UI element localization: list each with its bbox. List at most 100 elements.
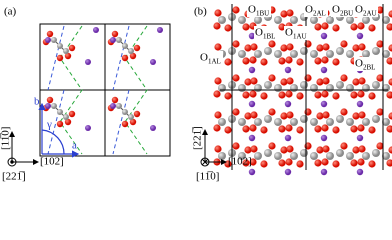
lattice-vectors	[38, 102, 80, 158]
carbon-atom	[310, 84, 318, 92]
panel-a-frame	[39, 23, 171, 157]
atom-label-sub: 2AU	[363, 10, 377, 18]
label-bg	[247, 3, 271, 17]
carbon-atom	[274, 84, 282, 92]
atom-label: O	[355, 58, 363, 70]
axis-label: [11̅0]	[0, 127, 12, 150]
guide-line	[59, 25, 83, 155]
carbon-atom	[300, 81, 308, 89]
potassium-atom	[248, 100, 256, 108]
axes-a	[7, 131, 39, 167]
carbon-atom	[218, 118, 226, 126]
oxygen-atom	[358, 77, 366, 85]
oxygen-atom	[340, 74, 348, 82]
oxygen-atom	[280, 112, 288, 120]
oxygen-atom	[121, 54, 129, 62]
oxygen-atom	[250, 145, 258, 153]
potassium-atom	[320, 168, 328, 176]
oxygen-atom	[350, 23, 358, 31]
carbon-atom	[336, 47, 344, 55]
carbon-atom	[51, 103, 57, 109]
oxygen-atom	[368, 126, 376, 134]
carbon-atom	[63, 48, 69, 54]
carbon-atom	[290, 152, 298, 160]
potassium-atom	[356, 134, 364, 142]
oxygen-atom	[386, 91, 392, 99]
label-bg	[254, 26, 278, 40]
oxygen-atom	[321, 158, 329, 166]
oxygen-atom	[232, 108, 240, 116]
carbon-atom	[122, 109, 128, 115]
oxygen-atom	[357, 22, 365, 30]
carbon-atom	[290, 118, 298, 126]
oxygen-atom	[285, 124, 293, 132]
carbon-atom	[372, 81, 380, 89]
oxygen-atom	[224, 92, 232, 100]
label-bg	[354, 57, 378, 71]
oxygen-atom	[286, 9, 294, 17]
carbon-atom	[300, 47, 308, 55]
oxygen-atom	[249, 56, 257, 64]
oxygen-atom	[214, 9, 222, 17]
carbon-atom	[362, 152, 370, 160]
figure: b γ a (a) (b) [11̅0] [102] [221̅] [221̅]…	[0, 3, 392, 183]
carbon-atom	[382, 152, 390, 160]
carbon-atom	[372, 149, 380, 157]
oxygen-atom	[278, 57, 286, 65]
oxygen-atom	[213, 124, 221, 132]
carbon-atom	[254, 152, 262, 160]
oxygen-atom	[280, 10, 288, 18]
oxygen-atom	[388, 44, 392, 52]
oxygen-atom	[224, 24, 232, 32]
oxygen-atom	[358, 145, 366, 153]
axis-label: [11̅0]	[196, 171, 219, 183]
guide-line	[124, 25, 148, 155]
potassium-atom	[110, 37, 116, 43]
carbon-atom	[218, 16, 226, 24]
oxygen-atom	[232, 142, 240, 150]
oxygen-atom	[214, 145, 222, 153]
oxygen-atom	[260, 126, 268, 134]
carbon-atom	[346, 50, 354, 58]
potassium-atom	[248, 32, 256, 40]
oxygen-atom	[332, 58, 340, 66]
oxygen-atom	[260, 58, 268, 66]
oxygen-atom	[268, 74, 276, 82]
oxygen-atom	[214, 43, 222, 51]
potassium-atom	[284, 66, 292, 74]
potassium-atom	[150, 59, 156, 65]
carbon-atom	[382, 50, 390, 58]
oxygen-atom	[368, 160, 376, 168]
oxygen-atom	[242, 159, 250, 167]
oxygen-atom	[244, 146, 252, 154]
oxygen-atom	[321, 56, 329, 64]
carbon-atom	[336, 115, 344, 123]
oxygen-atom	[386, 125, 392, 133]
oxygen-atom	[285, 56, 293, 64]
oxygen-atom	[214, 77, 222, 85]
carbon-atom	[336, 81, 344, 89]
oxygen-atom	[64, 52, 72, 60]
carbon-atom	[63, 114, 69, 120]
carbon-atom	[274, 118, 282, 126]
oxygen-atom	[242, 91, 250, 99]
carbon-atom	[300, 149, 308, 157]
potassium-atom	[45, 103, 51, 109]
oxygen-atom	[244, 78, 252, 86]
oxygen-atom	[133, 110, 141, 118]
potassium-atom	[248, 168, 256, 176]
oxygen-atom	[249, 90, 257, 98]
oxygen-atom	[376, 6, 384, 14]
oxygen-atom	[111, 96, 119, 104]
potassium-atom	[320, 100, 328, 108]
carbon-atom	[290, 16, 298, 24]
oxygen-atom	[250, 77, 258, 85]
carbon-atom	[382, 118, 390, 126]
axis-label: [221̅]	[192, 126, 204, 150]
oxygen-atom	[56, 54, 64, 62]
atom-label-sub: 2AL	[313, 10, 326, 18]
oxygen-atom	[46, 30, 54, 38]
carbon-atom	[346, 118, 354, 126]
oxygen-atom	[321, 22, 329, 30]
oxygen-atom	[388, 78, 392, 86]
